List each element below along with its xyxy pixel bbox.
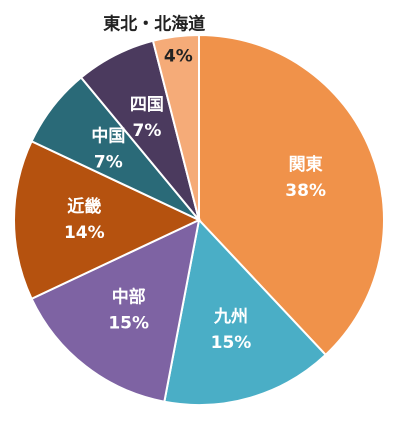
pie-slice [30,218,201,403]
slice-label: 中部 [112,287,146,308]
slice-label: 近畿 [67,196,101,217]
slice-label: 中国 [91,126,125,147]
pie-slice [198,33,385,357]
slice-label: 四国 [130,95,164,115]
value-label: 15% [211,333,252,353]
slice-label: 九州 [213,307,248,327]
value-label: 15% [108,314,149,334]
pie-slice [163,217,328,406]
value-label: 38% [285,181,326,201]
value-label: 14% [64,223,105,243]
pie-slice [13,139,202,301]
value-label: 7% [132,121,161,141]
slice-label: 東北・北海道 [103,14,205,35]
value-label: 4% [164,46,193,66]
value-label: 7% [94,153,123,173]
slice-label: 関東 [289,154,323,175]
pie-slice [151,33,200,221]
